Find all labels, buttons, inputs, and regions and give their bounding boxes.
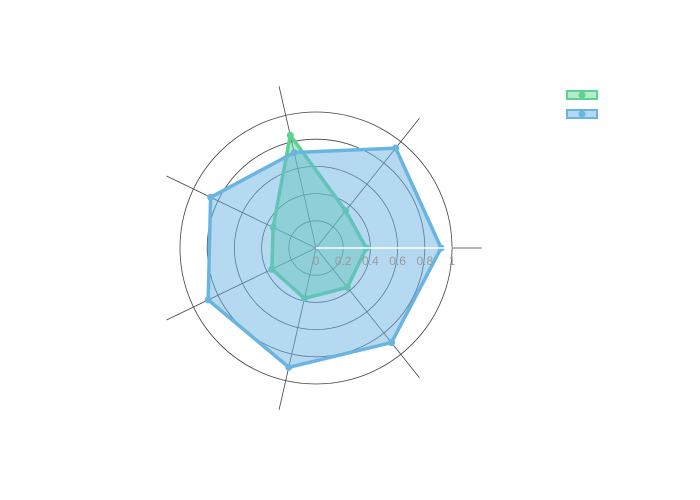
legend[interactable]	[566, 90, 598, 119]
radial-tick-label: 0.6	[389, 254, 406, 268]
series-2-point	[392, 144, 400, 152]
series-2-point	[207, 193, 215, 201]
series-2-point	[285, 363, 293, 371]
series-1-point	[286, 131, 294, 139]
series-2-area	[206, 146, 443, 370]
series-2-point	[204, 296, 212, 304]
radial-tick-label: 0	[313, 254, 320, 268]
radial-tick-label: 1	[449, 254, 456, 268]
radial-axis: 0 0.2 0.4 0.6 0.8 1	[313, 247, 456, 268]
radial-tick-label: 0.2	[335, 254, 352, 268]
radial-tick-label: 0.4	[362, 254, 379, 268]
series-layer	[204, 131, 445, 371]
legend-series-2-marker[interactable]	[578, 110, 586, 118]
series-2-point	[290, 149, 298, 157]
legend-series-1-marker[interactable]	[578, 91, 586, 99]
series-2-point	[387, 339, 395, 347]
radial-tick-label: 0.8	[416, 254, 433, 268]
